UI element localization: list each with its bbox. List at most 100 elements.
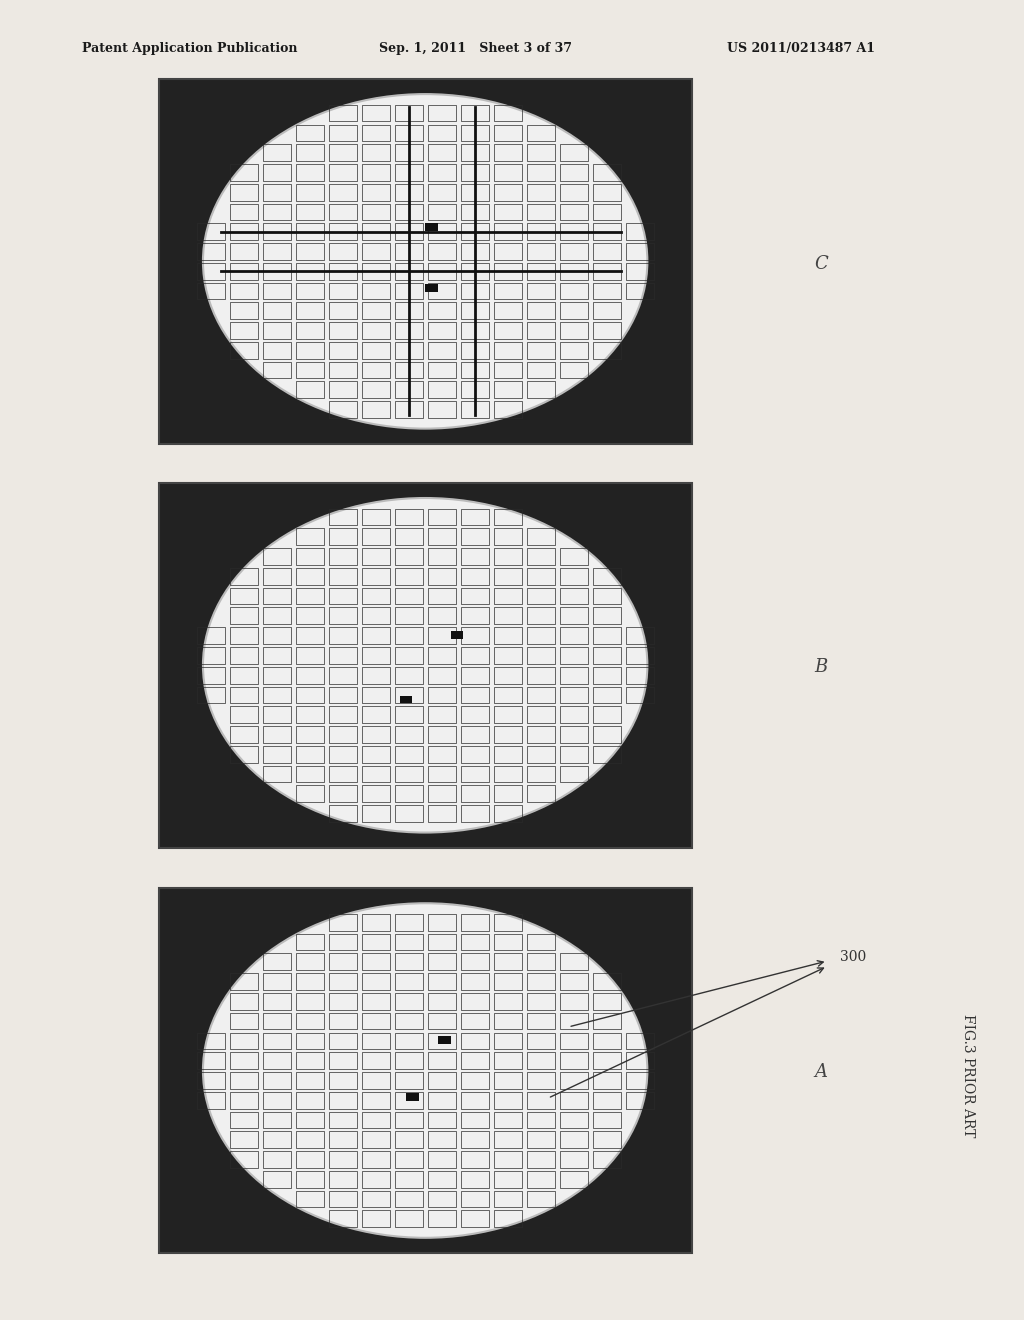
Bar [626,263,653,280]
Bar [361,381,389,399]
Bar [626,282,653,300]
Bar [593,243,621,260]
Bar [361,766,389,783]
Bar [461,508,488,525]
Bar [593,1072,621,1089]
Bar [560,342,588,359]
Bar [526,203,555,220]
Bar [361,667,389,684]
Bar [262,568,291,585]
Bar [361,647,389,664]
Bar [229,627,258,644]
Bar [361,607,389,624]
Bar [593,223,621,240]
Bar [526,282,555,300]
Bar [262,647,291,664]
Bar [428,1032,456,1049]
Bar [394,913,423,931]
Bar [428,805,456,822]
Bar [262,726,291,743]
Bar [262,746,291,763]
Bar [428,1210,456,1228]
Bar [229,1131,258,1148]
Bar [329,164,356,181]
Bar [461,953,488,970]
Text: Patent Application Publication: Patent Application Publication [82,42,297,55]
Bar [461,1012,488,1030]
Bar [262,322,291,339]
Bar [593,203,621,220]
Bar [428,263,456,280]
Bar [461,686,488,704]
Bar [394,1210,423,1228]
Bar [428,528,456,545]
Bar [593,627,621,644]
Bar [428,1111,456,1129]
Bar [159,79,692,444]
Bar [560,568,588,585]
Bar [329,568,356,585]
Bar [526,1131,555,1148]
Bar [361,104,389,121]
Bar [526,1151,555,1168]
Bar [329,1171,356,1188]
Bar [229,1032,258,1049]
Bar [461,1210,488,1228]
Bar [526,973,555,990]
Bar [361,993,389,1010]
Bar [560,993,588,1010]
Bar [428,1052,456,1069]
Bar [229,342,258,359]
Bar [329,1092,356,1109]
Bar [593,1131,621,1148]
Bar [361,342,389,359]
Bar [329,183,356,201]
Bar [361,1032,389,1049]
Bar [329,362,356,379]
Bar [494,805,521,822]
Bar [425,284,438,292]
Bar [526,766,555,783]
Bar [296,1171,324,1188]
Bar [526,164,555,181]
Bar [361,568,389,585]
Bar [296,746,324,763]
Bar [428,746,456,763]
Bar [626,223,653,240]
Bar [394,401,423,418]
Bar [329,263,356,280]
Bar [262,1111,291,1129]
Bar [296,667,324,684]
Bar [428,953,456,970]
Bar [494,1191,521,1208]
Bar [526,342,555,359]
Bar [494,1111,521,1129]
Bar [262,1012,291,1030]
Bar [461,1092,488,1109]
Bar [428,607,456,624]
Bar [296,381,324,399]
Bar [461,785,488,803]
Bar [296,1052,324,1069]
Bar [229,183,258,201]
Bar [229,607,258,624]
Bar [560,322,588,339]
Bar [461,1151,488,1168]
Bar [461,104,488,121]
Bar [428,627,456,644]
Bar [593,1052,621,1069]
Bar [560,243,588,260]
Bar [394,243,423,260]
Bar [361,164,389,181]
Bar [361,933,389,950]
Bar [262,1171,291,1188]
Bar [262,686,291,704]
Bar [494,766,521,783]
Bar [329,282,356,300]
Bar [461,342,488,359]
Bar [494,913,521,931]
Bar [394,223,423,240]
Bar [394,726,423,743]
Bar [296,1092,324,1109]
Bar [494,1210,521,1228]
